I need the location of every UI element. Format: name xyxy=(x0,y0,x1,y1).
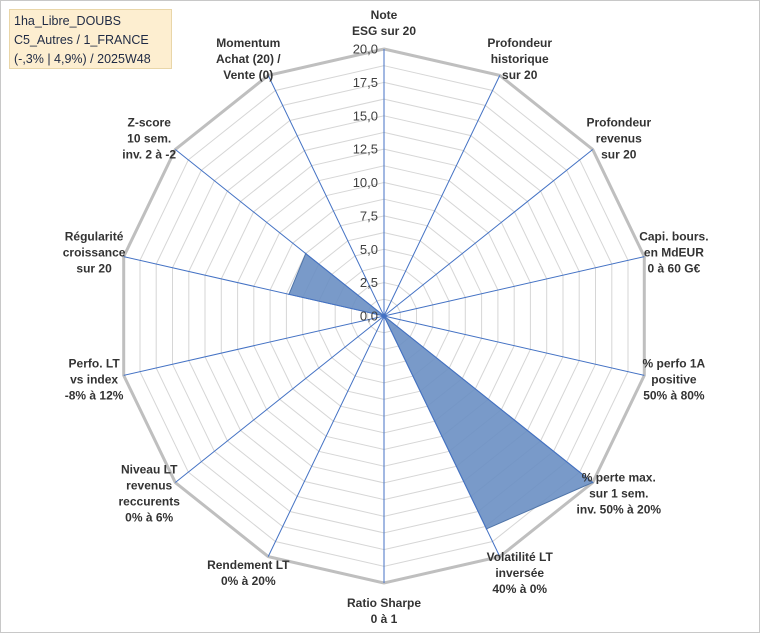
axis-label-line: Achat (20) / xyxy=(216,52,281,66)
axis-label-line: Régularité xyxy=(65,230,124,244)
axis-label-line: revenus xyxy=(126,479,172,493)
axis-label: % perfo 1A positive 50% à 80% xyxy=(643,356,706,402)
axis-label-line: revenus xyxy=(596,131,642,145)
axis-label-line: ESG sur 20 xyxy=(352,24,416,38)
axis-label-line: inv. 50% à 20% xyxy=(577,503,662,517)
axis-label-line: 0 à 60 G€ xyxy=(648,262,701,276)
info-range: (-,3% | 4,9%) / 2025W48 xyxy=(14,52,151,66)
tick-label: 7,5 xyxy=(360,208,378,223)
axis-label: Note ESG sur 20 xyxy=(352,8,416,38)
axis-label-line: Note xyxy=(371,8,398,22)
axis-label: Niveau LT revenus reccurents 0% à 6% xyxy=(119,463,181,525)
axis-label: Rendement LT 0% à 20% xyxy=(207,558,290,588)
axis-label: Capi. bours. en MdEUR 0 à 60 G€ xyxy=(639,230,708,276)
axis-label: % perte max. sur 1 sem. inv. 50% à 20% xyxy=(577,471,662,517)
axis-label-line: Momentum xyxy=(216,36,280,50)
tick-label: 17,5 xyxy=(353,75,378,90)
axis-label-line: Profondeur xyxy=(586,115,651,129)
axis-label-line: Niveau LT xyxy=(121,463,178,477)
axis-spoke xyxy=(174,315,385,483)
axis-spoke xyxy=(267,315,385,557)
axis-label: Perfo. LT vs index -8% à 12% xyxy=(65,356,124,402)
axis-spoke xyxy=(383,75,501,317)
tick-label: 20,0 xyxy=(353,42,378,57)
axis-label-line: Ratio Sharpe xyxy=(347,596,421,610)
axis-label-line: Perfo. LT xyxy=(69,356,121,370)
axis-spoke xyxy=(123,256,385,317)
axis-label-line: -8% à 12% xyxy=(65,388,124,402)
info-box: 1ha_Libre_DOUBS C5_Autres / 1_FRANCE (-,… xyxy=(9,9,172,69)
axis-label-line: sur 20 xyxy=(76,262,112,276)
axis-label-line: 40% à 0% xyxy=(492,582,547,596)
spoke-layer xyxy=(123,49,645,583)
axis-spoke xyxy=(123,315,385,376)
axis-label-line: Rendement LT xyxy=(207,558,290,572)
axis-label-line: 0% à 20% xyxy=(221,574,276,588)
axis-label-line: Capi. bours. xyxy=(639,230,708,244)
axis-spoke xyxy=(383,315,501,557)
info-category: C5_Autres / 1_FRANCE xyxy=(14,33,149,47)
axis-label: Momentum Achat (20) / Vente (0) xyxy=(216,36,281,82)
axis-label: Ratio Sharpe 0 à 1 xyxy=(347,596,421,626)
axis-label-line: 10 sem. xyxy=(127,131,171,145)
axis-label-line: reccurents xyxy=(119,495,181,509)
axis-label-line: Z-score xyxy=(128,115,172,129)
axis-label-line: inv. 2 à -2 xyxy=(122,147,176,161)
axis-label-line: historique xyxy=(491,52,549,66)
axis-label-line: Vente (0) xyxy=(223,68,273,82)
tick-layer: 0,0 2,5 5,0 7,5 10,0 12,5 15,0 17,5 20,0 xyxy=(353,42,378,324)
tick-label: 5,0 xyxy=(360,242,378,257)
axis-spoke xyxy=(383,315,645,376)
axis-spoke xyxy=(383,315,594,483)
axis-label-line: % perte max. xyxy=(582,471,656,485)
label-layer: Note ESG sur 20 Profondeur historique sur 20… xyxy=(63,8,709,626)
axis-label-line: sur 20 xyxy=(502,68,538,82)
axis-label-line: 0 à 1 xyxy=(371,612,398,626)
axis-label-line: Profondeur xyxy=(487,36,552,50)
axis-label: Profondeur historique sur 20 xyxy=(487,36,552,82)
tick-label: 15,0 xyxy=(353,108,378,123)
axis-label: Volatilité LT inversée 40% à 0% xyxy=(487,550,554,596)
axis-label-line: inversée xyxy=(495,566,544,580)
axis-label-line: % perfo 1A xyxy=(643,356,706,370)
axis-label-line: sur 20 xyxy=(601,147,637,161)
axis-spoke xyxy=(267,75,385,317)
axis-label-line: 0% à 6% xyxy=(125,511,173,525)
axis-label-line: positive xyxy=(651,372,697,386)
axis-spoke xyxy=(383,256,645,317)
axis-label-line: vs index xyxy=(70,372,118,386)
axis-label-line: en MdEUR xyxy=(644,246,704,260)
tick-label: 10,0 xyxy=(353,175,378,190)
tick-label: 12,5 xyxy=(353,142,378,157)
tick-label: 0,0 xyxy=(360,309,378,324)
axis-label: Régularité croissance sur 20 xyxy=(63,230,126,276)
axis-label-line: sur 1 sem. xyxy=(589,487,648,501)
axis-label-line: croissance xyxy=(63,246,126,260)
info-title: 1ha_Libre_DOUBS xyxy=(14,14,122,28)
axis-spoke xyxy=(174,149,385,317)
axis-label-line: Volatilité LT xyxy=(487,550,554,564)
axis-label-line: 50% à 80% xyxy=(643,388,705,402)
tick-label: 2,5 xyxy=(360,275,378,290)
axis-label: Z-score 10 sem. inv. 2 à -2 xyxy=(122,115,176,161)
axis-spoke xyxy=(383,149,594,317)
axis-label: Profondeur revenus sur 20 xyxy=(586,115,651,161)
